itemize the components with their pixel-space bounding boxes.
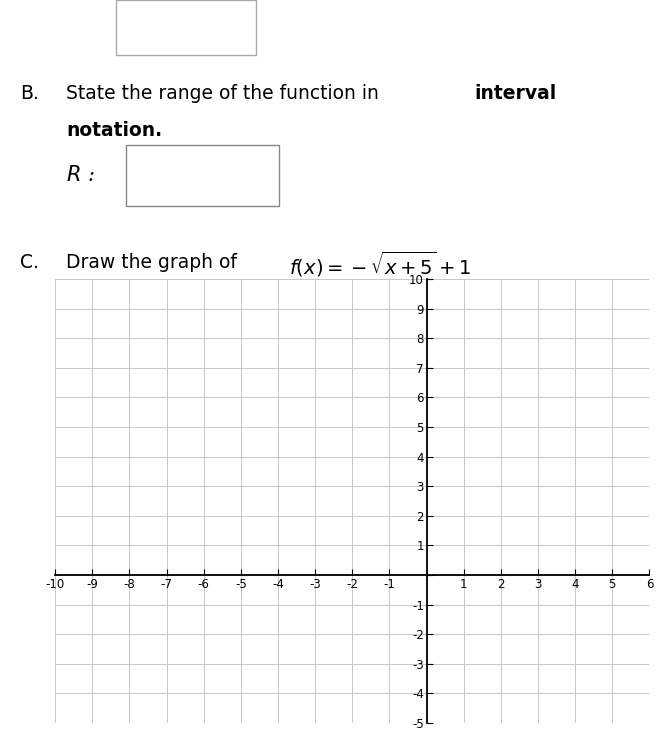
FancyBboxPatch shape bbox=[116, 0, 256, 55]
Text: C.: C. bbox=[20, 253, 39, 272]
Text: B.: B. bbox=[20, 84, 39, 103]
FancyBboxPatch shape bbox=[126, 145, 279, 206]
Text: $f(x) = -\sqrt{x+5}+1$: $f(x) = -\sqrt{x+5}+1$ bbox=[289, 250, 471, 279]
Text: State the range of the function in: State the range of the function in bbox=[66, 84, 385, 103]
Text: Draw the graph of: Draw the graph of bbox=[66, 253, 243, 272]
Text: notation.: notation. bbox=[66, 121, 163, 140]
Text: $R$ :: $R$ : bbox=[66, 165, 95, 185]
Text: interval: interval bbox=[475, 84, 557, 103]
